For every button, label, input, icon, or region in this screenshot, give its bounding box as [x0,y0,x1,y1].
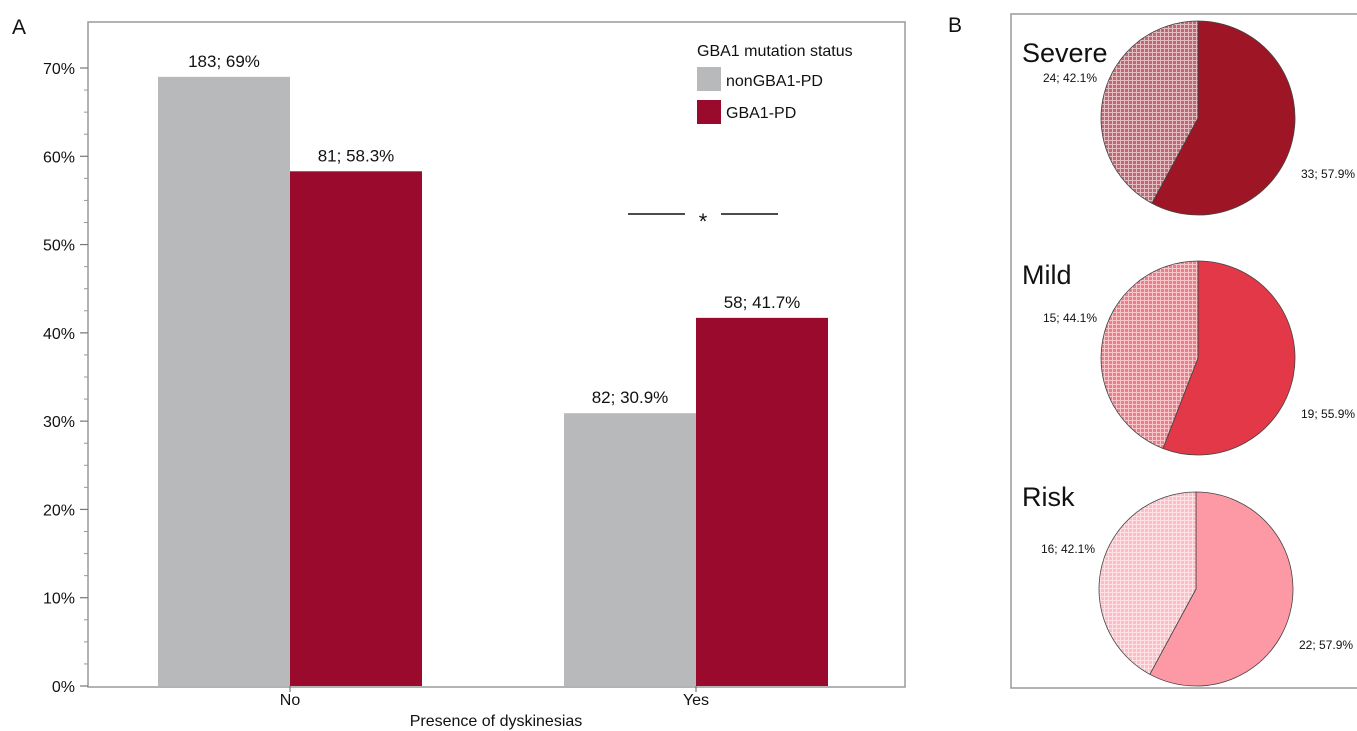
bar-gba1-pd-no [290,171,422,686]
pie-slice-label: 15; 44.1% [1043,311,1097,325]
legend-swatch-gba1 [697,100,721,124]
pie-title-risk: Risk [1022,482,1075,512]
pie-slice-label: 16; 42.1% [1041,542,1095,556]
y-tick-label: 40% [43,326,75,343]
x-tick-label: No [280,692,301,709]
legend-title: GBA1 mutation status [697,43,853,60]
pie-panel-frame [1010,13,1357,689]
y-tick-label: 20% [43,502,75,519]
pie-title-mild: Mild [1022,260,1072,290]
bar-value-labels: 183; 69% 81; 58.3% 82; 30.9% 58; 41.7% [188,52,800,407]
pie-slice-label: 22; 57.9% [1299,638,1353,652]
x-tick-label: Yes [683,692,709,709]
pie-slice-risk-hatched [1098,491,1197,675]
significance-asterisk: * [699,209,708,234]
pie-slice-severe-solid [1151,20,1296,216]
bar-nongba1-pd-yes [564,413,696,686]
bar-value-label: 81; 58.3% [318,146,395,165]
pie-group: 33; 57.9% 24; 42.1% 19; 55.9% 15; 44.1% 22; … [1041,20,1355,687]
pie-slice-label: 24; 42.1% [1043,71,1097,85]
x-axis-title: Presence of dyskinesias [410,713,583,730]
legend-swatch-nongba1 [697,67,721,91]
pie-slice-label: 33; 57.9% [1301,167,1355,181]
pie-slice-mild-hatched [1100,260,1199,449]
pie-slice-severe-hatched [1100,20,1199,204]
y-axis: 0% 10% 20% 30% 40% 50% 60% 70% [43,61,88,696]
legend-label-nongba1: nonGBA1-PD [726,73,823,90]
y-tick-label: 0% [52,679,75,696]
bar-value-label: 183; 69% [188,52,260,71]
bar-gba1-pd-yes [696,317,828,686]
pie-slice-label: 19; 55.9% [1301,407,1355,421]
bar-value-label: 82; 30.9% [592,388,669,407]
bar-nongba1-pd-no [158,76,290,687]
x-axis: No Yes [280,686,709,709]
y-tick-label: 50% [43,238,75,255]
bar-group [158,76,828,687]
legend-label-gba1: GBA1-PD [726,105,796,122]
legend: GBA1 mutation status nonGBA1-PD GBA1-PD [697,43,853,124]
pie-slice-mild-solid [1162,260,1296,456]
pie-slice-risk-solid [1149,491,1294,687]
pie-title-severe: Severe [1022,38,1108,68]
y-tick-label: 10% [43,591,75,608]
y-tick-label: 70% [43,61,75,78]
bar-value-label: 58; 41.7% [724,293,801,312]
y-tick-label: 30% [43,414,75,431]
panel-label-b: B [948,14,962,37]
y-tick-label: 60% [43,149,75,166]
panel-label-a: A [12,16,26,39]
